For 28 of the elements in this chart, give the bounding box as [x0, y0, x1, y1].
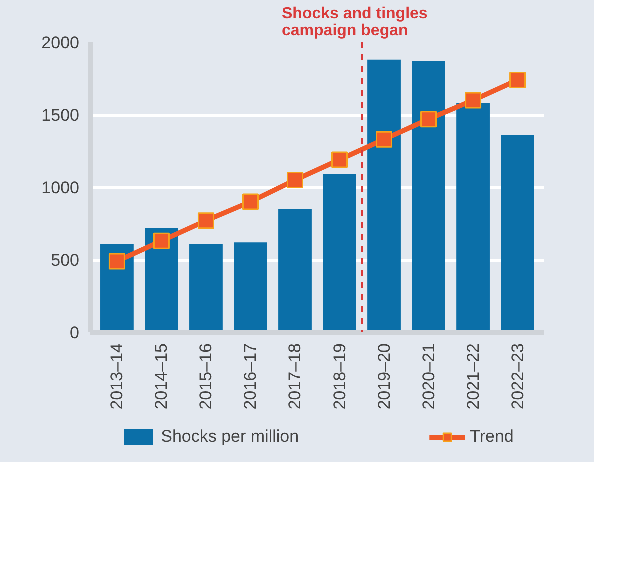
legend-label: Trend	[470, 427, 514, 447]
point	[286, 172, 304, 188]
x-tick-label: 2018–19	[330, 343, 350, 410]
x-tick-label: 2016–17	[241, 343, 260, 410]
x-tick-label: 2022–23	[508, 343, 528, 410]
x-tick-label: 2014–15	[152, 343, 172, 410]
legend-label: Shocks per million	[161, 427, 300, 447]
x-tick-label: 2013–14	[108, 343, 127, 410]
x-tick-label: 2015–16	[196, 343, 216, 410]
y-tick-label: 2000	[42, 34, 80, 52]
point	[198, 212, 214, 230]
x-tick-label: 2020–21	[419, 343, 438, 410]
point	[376, 131, 393, 148]
point	[465, 92, 482, 109]
y-tick-label: 0	[70, 324, 80, 342]
x-tick-label: 2021–22	[464, 343, 483, 410]
ref-line-label: Shocks and tingles campaign began	[282, 6, 428, 40]
x-tick-label: 2017–18	[286, 343, 305, 410]
point	[510, 72, 526, 88]
x-tick-label: 2019–20	[374, 343, 394, 410]
point	[420, 111, 438, 128]
point	[153, 232, 170, 250]
point	[242, 194, 259, 210]
point	[332, 152, 348, 168]
point	[108, 253, 126, 270]
y-tick-label: 1000	[42, 178, 80, 198]
y-tick-label: 1500	[42, 106, 80, 125]
y-tick-label: 500	[51, 251, 80, 270]
